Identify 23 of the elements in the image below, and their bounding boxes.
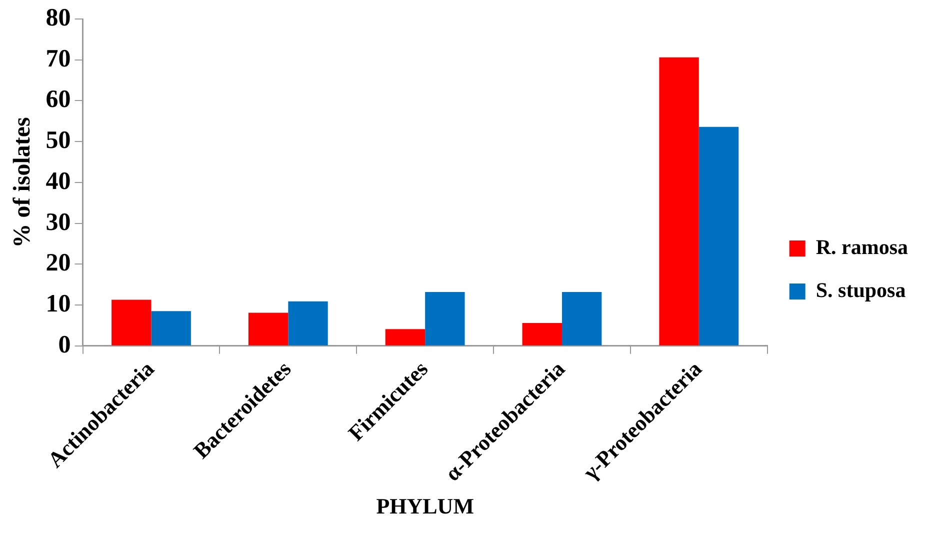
legend-label: S. stuposa: [816, 278, 906, 302]
bar: [562, 292, 602, 346]
y-tick-label: 0: [58, 331, 71, 358]
y-tick-label: 80: [46, 4, 71, 32]
y-tick-label: 60: [46, 86, 71, 114]
y-tick-label: 10: [46, 290, 71, 318]
y-tick-label: 50: [46, 127, 71, 154]
bar: [248, 312, 288, 346]
y-axis-title: % of isolates: [10, 117, 36, 248]
y-tick-label: 70: [46, 45, 71, 72]
y-tick-label: 40: [46, 168, 71, 195]
bar: [698, 126, 739, 346]
y-tick-label: 20: [46, 250, 71, 277]
y-tick-label: 30: [46, 208, 71, 236]
bar: [522, 322, 562, 346]
legend-label: R. ramosa: [816, 234, 908, 259]
bar: [151, 311, 191, 346]
bar: [112, 300, 152, 346]
bar: [288, 301, 328, 346]
bar: [425, 292, 465, 346]
bar: [385, 329, 426, 346]
bar: [659, 57, 699, 346]
x-axis-title: PHYLUM: [376, 493, 474, 518]
